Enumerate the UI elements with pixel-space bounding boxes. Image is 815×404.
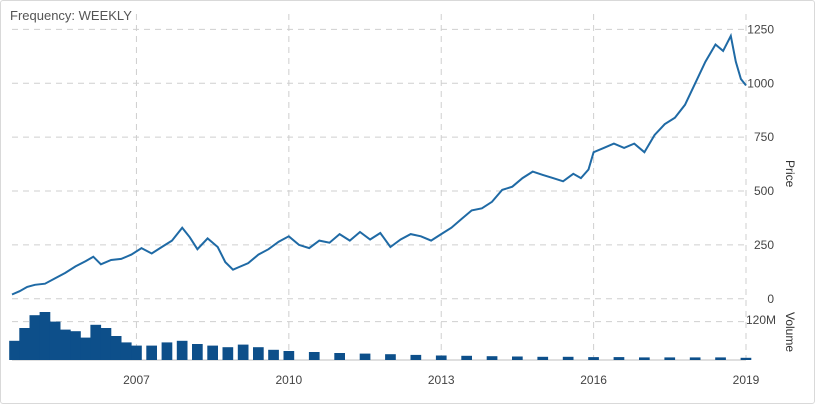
date-tick-label: 2013 bbox=[428, 373, 455, 387]
volume-bar bbox=[39, 312, 51, 360]
volume-bar bbox=[237, 344, 249, 360]
price-tick-label: 1250 bbox=[747, 22, 774, 36]
volume-bar bbox=[90, 324, 102, 360]
volume-bar bbox=[385, 354, 396, 360]
volume-bar bbox=[253, 347, 264, 360]
volume-bar bbox=[9, 340, 20, 360]
volume-tick-label: 120M bbox=[746, 313, 776, 327]
volume-bar bbox=[161, 342, 173, 360]
price-tick-label: 500 bbox=[754, 184, 774, 198]
volume-bar bbox=[740, 357, 752, 360]
volume-bar bbox=[100, 328, 112, 360]
volume-bar bbox=[207, 345, 218, 360]
volume-bar bbox=[283, 351, 295, 360]
date-tick-label: 2016 bbox=[580, 373, 607, 387]
volume-bar bbox=[192, 344, 203, 360]
price-tick-label: 750 bbox=[754, 130, 774, 144]
volume-bar bbox=[562, 356, 574, 360]
date-axis-ticks: 2007 2010 2013 2016 2019 bbox=[123, 373, 760, 387]
volume-bar bbox=[613, 357, 625, 360]
volume-bars bbox=[9, 312, 752, 360]
volume-bar bbox=[70, 331, 81, 360]
volume-bar bbox=[359, 353, 371, 360]
volume-bar bbox=[308, 352, 320, 360]
volume-bar bbox=[588, 357, 599, 360]
volume-bar bbox=[486, 356, 498, 360]
volume-bar bbox=[131, 345, 142, 360]
price-tick-label: 0 bbox=[767, 292, 774, 306]
price-line bbox=[11, 32, 747, 296]
volume-bar bbox=[639, 357, 650, 360]
price-tick-label: 1000 bbox=[747, 76, 774, 90]
volume-bar bbox=[435, 355, 447, 360]
price-tick-label: 250 bbox=[754, 238, 774, 252]
volume-bar bbox=[80, 337, 91, 360]
date-tick-label: 2019 bbox=[733, 373, 760, 387]
volume-bar bbox=[537, 356, 549, 360]
price-axis-ticks: 0 250 500 750 1000 1250 bbox=[747, 22, 774, 305]
volume-bar bbox=[49, 321, 61, 360]
frequency-label: Frequency: WEEKLY bbox=[10, 8, 132, 23]
volume-bar bbox=[60, 329, 71, 360]
volume-bar bbox=[268, 349, 279, 360]
volume-bar bbox=[664, 357, 676, 360]
price-axis-title: Price bbox=[783, 160, 797, 188]
grid-lines bbox=[12, 14, 747, 361]
volume-bar bbox=[29, 315, 41, 360]
date-tick-label: 2010 bbox=[275, 373, 302, 387]
volume-bar bbox=[146, 345, 157, 360]
volume-bar bbox=[689, 357, 701, 360]
volume-bar bbox=[410, 354, 422, 360]
volume-bar bbox=[334, 353, 345, 360]
date-tick-label: 2007 bbox=[123, 373, 150, 387]
volume-bar bbox=[512, 356, 523, 360]
volume-bar bbox=[222, 347, 234, 360]
volume-bar bbox=[461, 355, 472, 360]
volume-bar bbox=[110, 336, 122, 360]
volume-bar bbox=[120, 342, 132, 360]
volume-bar bbox=[715, 357, 726, 360]
volume-bar bbox=[19, 328, 30, 360]
volume-axis-title: Volume bbox=[783, 312, 797, 352]
volume-bar bbox=[176, 340, 188, 360]
